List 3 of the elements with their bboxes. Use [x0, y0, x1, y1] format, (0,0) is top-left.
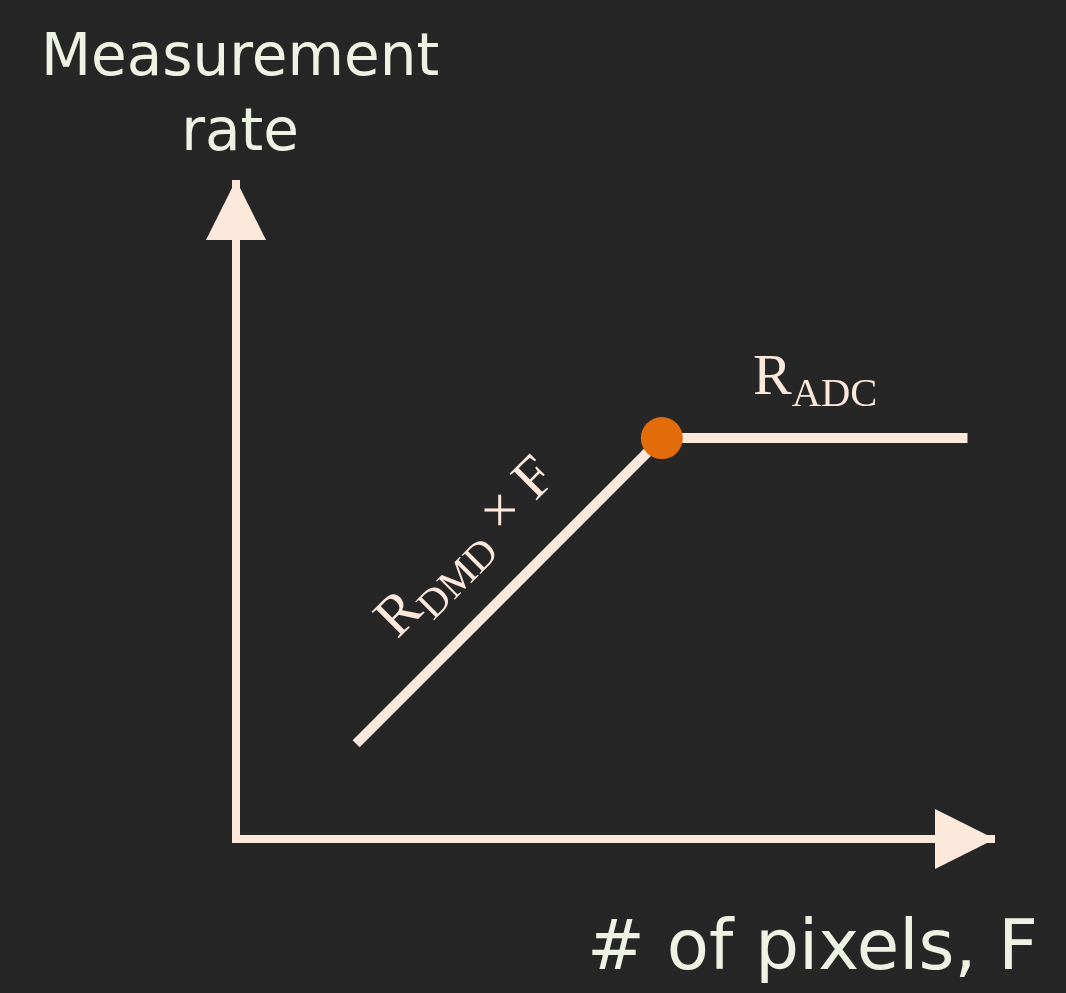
series-label: R$_{ADC}$ [753, 342, 878, 416]
y-axis-title: Measurement rate [41, 21, 440, 165]
x-axis-title: # of pixels, F [587, 905, 1038, 985]
